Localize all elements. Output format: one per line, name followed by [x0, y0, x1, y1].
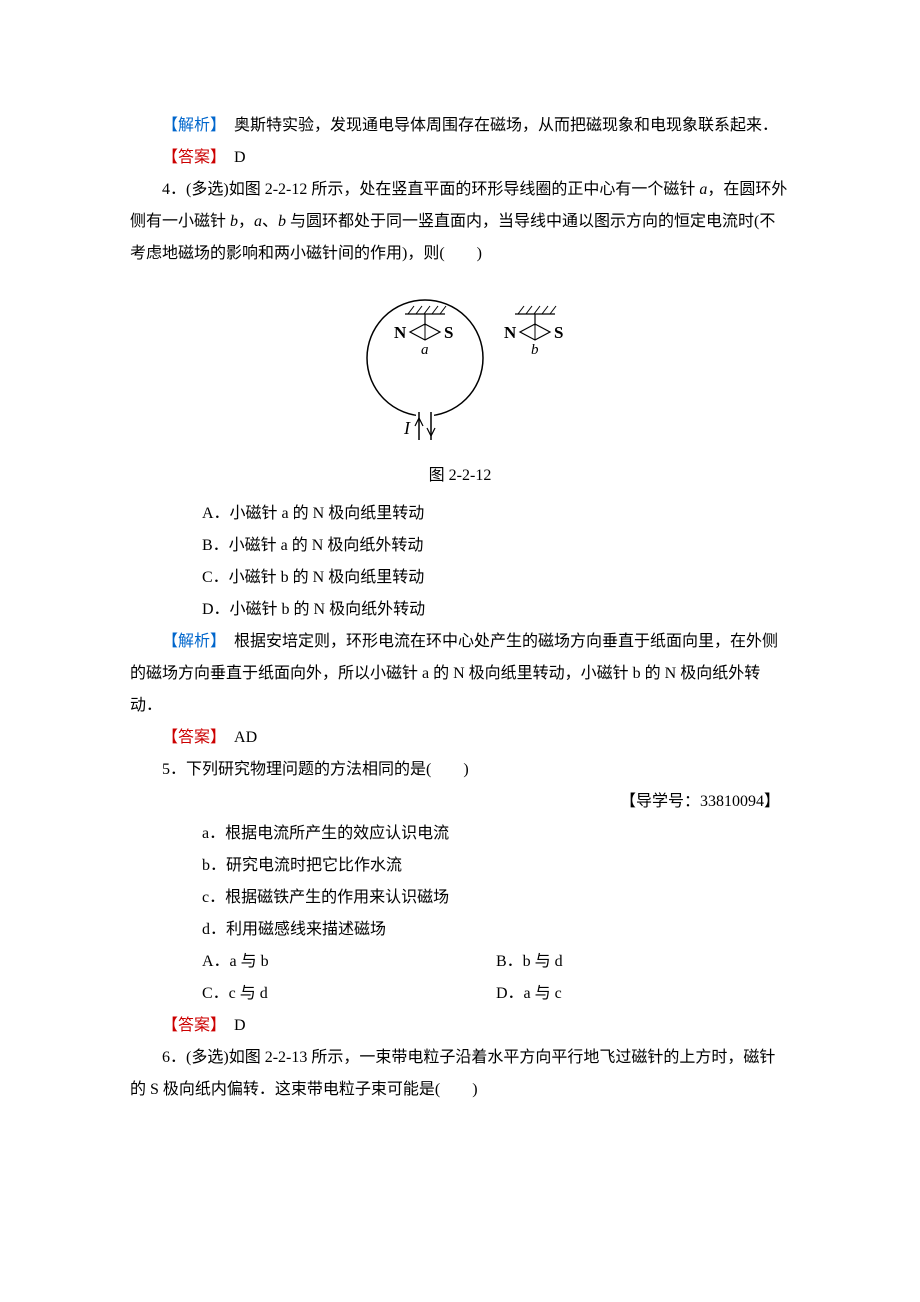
q5-answer-text: D: [234, 1017, 246, 1034]
q4-stem-c: ，: [238, 213, 254, 230]
q6-number: 6．: [162, 1049, 186, 1066]
q4-stem-d: 、: [262, 213, 278, 230]
q5-option-C: C．c 与 d: [202, 978, 496, 1010]
circuit-diagram-icon: I N S a: [330, 276, 590, 446]
q5-guide: 【导学号：33810094】: [130, 786, 790, 818]
figure-caption: 图 2-2-12: [130, 460, 790, 492]
q3-answer: 【答案】 D: [130, 142, 790, 174]
compass-a-label: a: [421, 342, 429, 358]
compass-a-N: N: [394, 323, 407, 342]
q6-tag: (多选): [186, 1049, 229, 1066]
q4-stem-a: 如图 2-2-12 所示，处在竖直平面的环形导线圈的正中心有一个磁针: [229, 181, 700, 198]
q4-tag: (多选): [186, 181, 229, 198]
compass-b-N: N: [504, 323, 517, 342]
q5-number: 5．: [162, 761, 186, 778]
q5-options-row1: A．a 与 b B．b 与 d: [130, 946, 790, 978]
figure-2-2-12: I N S a: [130, 276, 790, 458]
document-page: 【解析】 奥斯特实验，发现通电导体周围存在磁场，从而把磁现象和电现象联系起来． …: [0, 0, 920, 1302]
q4-option-D: D．小磁针 b 的 N 极向纸外转动: [130, 594, 790, 626]
analysis-label: 【解析】: [162, 117, 218, 134]
q4-option-B: B．小磁针 a 的 N 极向纸外转动: [130, 530, 790, 562]
answer-label: 【答案】: [162, 729, 218, 746]
q3-answer-text: D: [234, 149, 246, 166]
q4-b2: b: [278, 213, 286, 230]
q5-answer: 【答案】 D: [130, 1010, 790, 1042]
q3-analysis: 【解析】 奥斯特实验，发现通电导体周围存在磁场，从而把磁现象和电现象联系起来．: [130, 110, 790, 142]
q4-option-C: C．小磁针 b 的 N 极向纸里转动: [130, 562, 790, 594]
q5-stem: 5．下列研究物理问题的方法相同的是( ): [130, 754, 790, 786]
q5-item-a: a．根据电流所产生的效应认识电流: [130, 818, 790, 850]
q4-answer: 【答案】 AD: [130, 722, 790, 754]
compass-a-S: S: [444, 323, 453, 342]
answer-label: 【答案】: [162, 1017, 218, 1034]
q5-option-A: A．a 与 b: [202, 946, 496, 978]
q5-item-b: b．研究电流时把它比作水流: [130, 850, 790, 882]
analysis-label: 【解析】: [162, 633, 218, 650]
q4-analysis: 【解析】 根据安培定则，环形电流在环中心处产生的磁场方向垂直于纸面向里，在外侧的…: [130, 626, 790, 722]
current-label: I: [403, 418, 411, 438]
q6-stem: 6．(多选)如图 2-2-13 所示，一束带电粒子沿着水平方向平行地飞过磁针的上…: [130, 1042, 790, 1106]
q4-stem: 4．(多选)如图 2-2-12 所示，处在竖直平面的环形导线圈的正中心有一个磁针…: [130, 174, 790, 270]
q4-a2: a: [254, 213, 262, 230]
q5-item-c: c．根据磁铁产生的作用来认识磁场: [130, 882, 790, 914]
q3-analysis-text: 奥斯特实验，发现通电导体周围存在磁场，从而把磁现象和电现象联系起来．: [234, 117, 778, 134]
q5-item-d: d．利用磁感线来描述磁场: [130, 914, 790, 946]
compass-a-icon: N S a: [394, 306, 453, 358]
q4-b: b: [230, 213, 238, 230]
compass-b-label: b: [531, 342, 539, 358]
q5-option-B: B．b 与 d: [496, 946, 790, 978]
q5-options-row2: C．c 与 d D．a 与 c: [130, 978, 790, 1010]
q4-analysis-text: 根据安培定则，环形电流在环中心处产生的磁场方向垂直于纸面向里，在外侧的磁场方向垂…: [130, 633, 778, 714]
q4-option-A: A．小磁针 a 的 N 极向纸里转动: [130, 498, 790, 530]
q5-option-D: D．a 与 c: [496, 978, 790, 1010]
q4-number: 4．: [162, 181, 186, 198]
q5-stem-text: 下列研究物理问题的方法相同的是( ): [186, 761, 469, 778]
compass-b-S: S: [554, 323, 563, 342]
q4-answer-text: AD: [234, 729, 257, 746]
compass-b-icon: N S b: [504, 306, 563, 358]
answer-label: 【答案】: [162, 149, 218, 166]
